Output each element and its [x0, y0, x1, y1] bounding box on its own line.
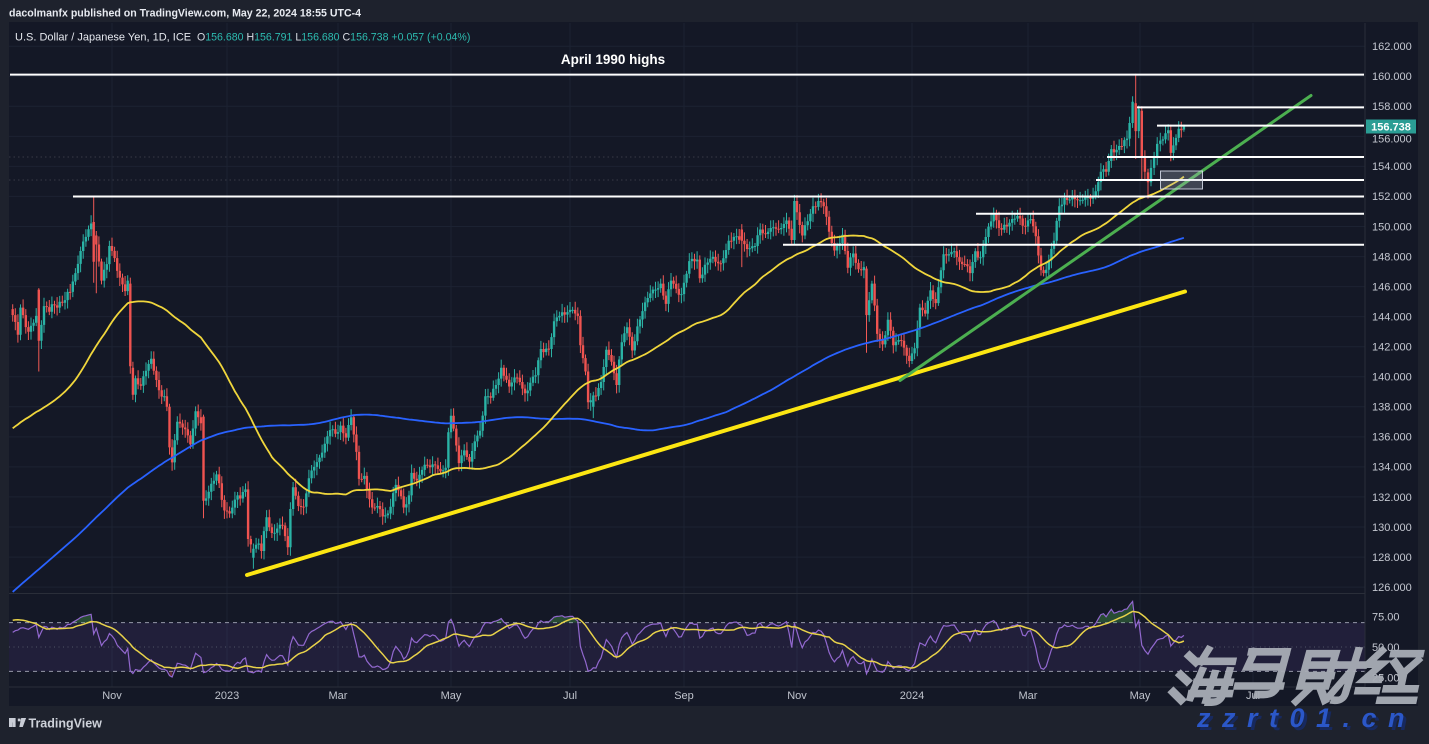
svg-text:75.00: 75.00 [1372, 611, 1400, 623]
svg-text:Nov: Nov [787, 690, 807, 702]
svg-text:Jul: Jul [563, 690, 577, 702]
svg-text:138.000: 138.000 [1372, 402, 1412, 414]
svg-text:Mar: Mar [1019, 690, 1038, 702]
svg-text:136.000: 136.000 [1372, 432, 1412, 444]
svg-text:dacolmanfx published on Tradin: dacolmanfx published on TradingView.com,… [9, 8, 361, 20]
svg-text:160.000: 160.000 [1372, 71, 1412, 83]
svg-text:142.000: 142.000 [1372, 342, 1412, 354]
svg-text:128.000: 128.000 [1372, 552, 1412, 564]
svg-text:O156.680 H156.791 L156.680 C15: O156.680 H156.791 L156.680 C156.738 +0.0… [197, 32, 470, 44]
svg-text:156.000: 156.000 [1372, 134, 1412, 146]
svg-text:2023: 2023 [215, 690, 239, 702]
svg-text:150.000: 150.000 [1372, 221, 1412, 233]
svg-text:140.000: 140.000 [1372, 372, 1412, 384]
svg-text:Mar: Mar [329, 690, 348, 702]
svg-text:134.000: 134.000 [1372, 462, 1412, 474]
svg-text:126.000: 126.000 [1372, 582, 1412, 594]
svg-text:156.738: 156.738 [1371, 122, 1411, 134]
svg-text:158.000: 158.000 [1372, 101, 1412, 113]
svg-text:May: May [1130, 690, 1151, 702]
svg-text:162.000: 162.000 [1372, 41, 1412, 53]
svg-text:146.000: 146.000 [1372, 281, 1412, 293]
svg-text:148.000: 148.000 [1372, 251, 1412, 263]
svg-text:zzrt01.cn: zzrt01.cn [1199, 706, 1419, 736]
svg-text:zzrt01.cn: zzrt01.cn [1196, 703, 1416, 733]
svg-text:Nov: Nov [102, 690, 122, 702]
svg-text:130.000: 130.000 [1372, 522, 1412, 534]
svg-text:2024: 2024 [900, 690, 924, 702]
svg-text:144.000: 144.000 [1372, 311, 1412, 323]
svg-text:132.000: 132.000 [1372, 492, 1412, 504]
svg-text:May: May [441, 690, 462, 702]
svg-text:April 1990 highs: April 1990 highs [561, 52, 665, 67]
svg-text:154.000: 154.000 [1372, 161, 1412, 173]
svg-text:Sep: Sep [674, 690, 694, 702]
svg-text:U.S. Dollar / Japanese Yen, 1D: U.S. Dollar / Japanese Yen, 1D, ICE [15, 32, 191, 44]
svg-text:TradingView: TradingView [29, 717, 103, 731]
svg-text:152.000: 152.000 [1372, 191, 1412, 203]
